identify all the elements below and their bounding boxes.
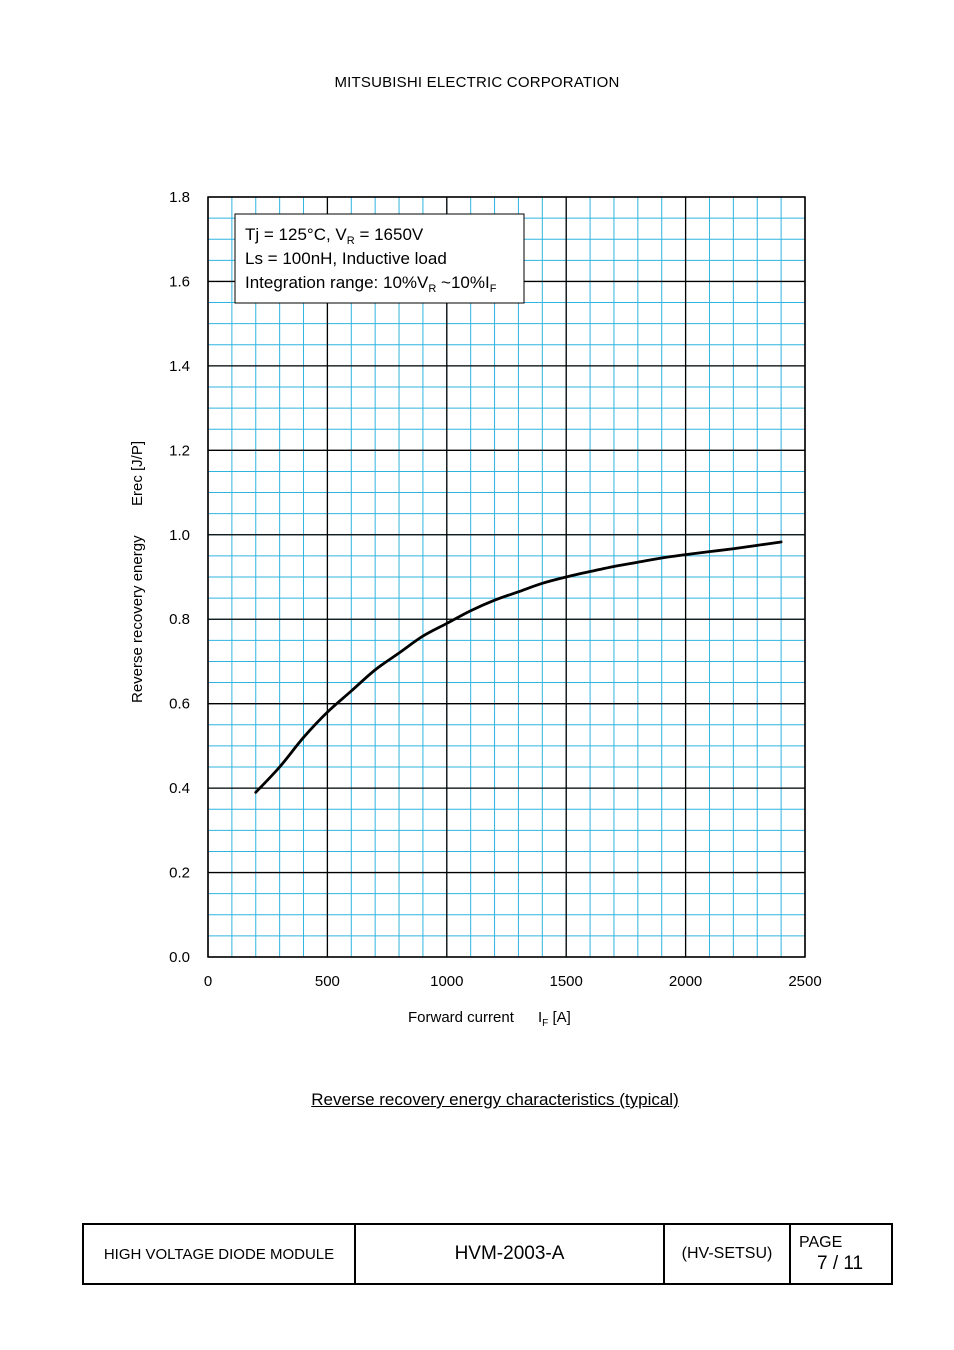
page-cell: PAGE 7 / 11 (791, 1225, 891, 1283)
chart-caption: Reverse recovery energy characteristics … (311, 1090, 679, 1109)
y-tick-label: 1.0 (169, 527, 190, 544)
y-tick-label: 0.8 (169, 611, 190, 628)
y-tick-label: 0.2 (169, 865, 190, 882)
condition-line: Tj = 125°C, VR = 1650V (245, 225, 424, 247)
x-tick-label: 500 (315, 973, 340, 990)
page-number: 7 / 11 (817, 1253, 864, 1274)
plot-frame (207, 196, 806, 958)
x-tick-label: 0 (204, 973, 212, 990)
y-tick-labels: 0.0 0.2 0.4 0.6 0.8 1.0 1.2 1.4 1.6 1.8 (169, 189, 190, 966)
x-tick-label: 1000 (430, 973, 463, 990)
series-layer (254, 540, 783, 794)
conditions-box: Tj = 125°C, VR = 1650V Ls = 100nH, Induct… (234, 213, 525, 304)
conditions-box-frame (234, 213, 525, 304)
y-tick-label: 0.6 (169, 696, 190, 713)
x-tick-labels: 0 500 1000 1500 2000 2500 (204, 973, 822, 990)
product-name: HIGH VOLTAGE DIODE MODULE (84, 1225, 356, 1283)
company-header: MITSUBISHI ELECTRIC CORPORATION (334, 74, 620, 91)
footer-title-block: HIGH VOLTAGE DIODE MODULE HVM-2003-A (HV… (82, 1223, 893, 1285)
document-number: HVM-2003-A (356, 1225, 665, 1283)
condition-line: Integration range: 10%VR ~10%IF (245, 273, 497, 295)
y-axis-label: Reverse recovery energyErec [J/P] (129, 441, 146, 703)
erec-curve (254, 540, 783, 794)
x-axis-label: Forward current IF [A] (408, 1009, 571, 1029)
page-label: PAGE (799, 1234, 843, 1251)
y-tick-label: 0.0 (169, 949, 190, 966)
y-tick-label: 1.8 (169, 189, 190, 206)
reverse-recovery-energy-chart: 0.0 0.2 0.4 0.6 0.8 1.0 1.2 1.4 1.6 1.8 0 500 1000 1… (129, 189, 822, 1029)
x-tick-label: 1500 (550, 973, 583, 990)
condition-line: Ls = 100nH, Inductive load (245, 249, 447, 268)
y-tick-label: 1.4 (169, 358, 190, 375)
x-tick-label: 2500 (788, 973, 821, 990)
document-code: (HV-SETSU) (665, 1225, 791, 1283)
axis-labels: Forward current IF [A] Reverse recovery en… (129, 441, 571, 1029)
y-tick-label: 1.2 (169, 442, 190, 459)
y-tick-label: 0.4 (169, 780, 190, 797)
y-tick-label: 1.6 (169, 273, 190, 290)
minor-grid (208, 197, 805, 957)
x-tick-label: 2000 (669, 973, 702, 990)
